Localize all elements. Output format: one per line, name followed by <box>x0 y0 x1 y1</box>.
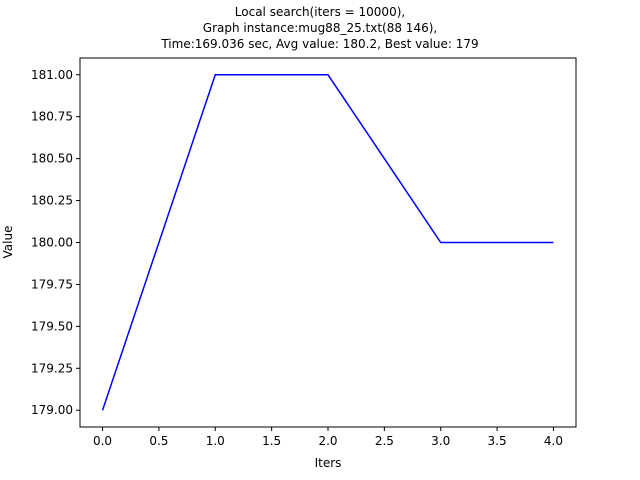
chart-title-line-3: Time:169.036 sec, Avg value: 180.2, Best… <box>161 37 479 51</box>
x-tick-label: 1.5 <box>262 434 281 448</box>
x-tick-label: 1.0 <box>206 434 225 448</box>
x-tick-label: 2.5 <box>375 434 394 448</box>
axis-ticks: 0.0 0.5 1.0 1.5 2.0 2.5 3.0 3.5 4.0 179.00 179.25 1… <box>31 68 563 448</box>
x-tick-label: 3.0 <box>431 434 450 448</box>
x-axis-label: Iters <box>315 456 342 470</box>
x-tick-label: 0.0 <box>93 434 112 448</box>
y-tick-label: 180.50 <box>31 152 73 166</box>
y-tick-label: 179.50 <box>31 319 73 333</box>
y-tick-label: 180.25 <box>31 194 73 208</box>
x-tick-label: 3.5 <box>488 434 507 448</box>
plot-frame <box>79 57 577 428</box>
y-tick-label: 179.00 <box>31 403 73 417</box>
x-tick-label: 4.0 <box>544 434 563 448</box>
y-tick-label: 180.00 <box>31 236 73 250</box>
chart-title-line-2: Graph instance:mug88_25.txt(88 146), <box>202 21 438 35</box>
series-group <box>101 74 554 411</box>
y-tick-label: 179.25 <box>31 361 73 375</box>
y-axis-label: Value <box>1 226 15 259</box>
y-tick-label: 180.75 <box>31 110 73 124</box>
x-tick-label: 2.0 <box>318 434 337 448</box>
series-line-0 <box>101 74 554 411</box>
x-tick-label: 0.5 <box>149 434 168 448</box>
chart-title-line-1: Local search(iters = 10000), <box>234 5 406 19</box>
y-tick-label: 179.75 <box>31 277 73 291</box>
y-tick-label: 181.00 <box>31 68 73 82</box>
